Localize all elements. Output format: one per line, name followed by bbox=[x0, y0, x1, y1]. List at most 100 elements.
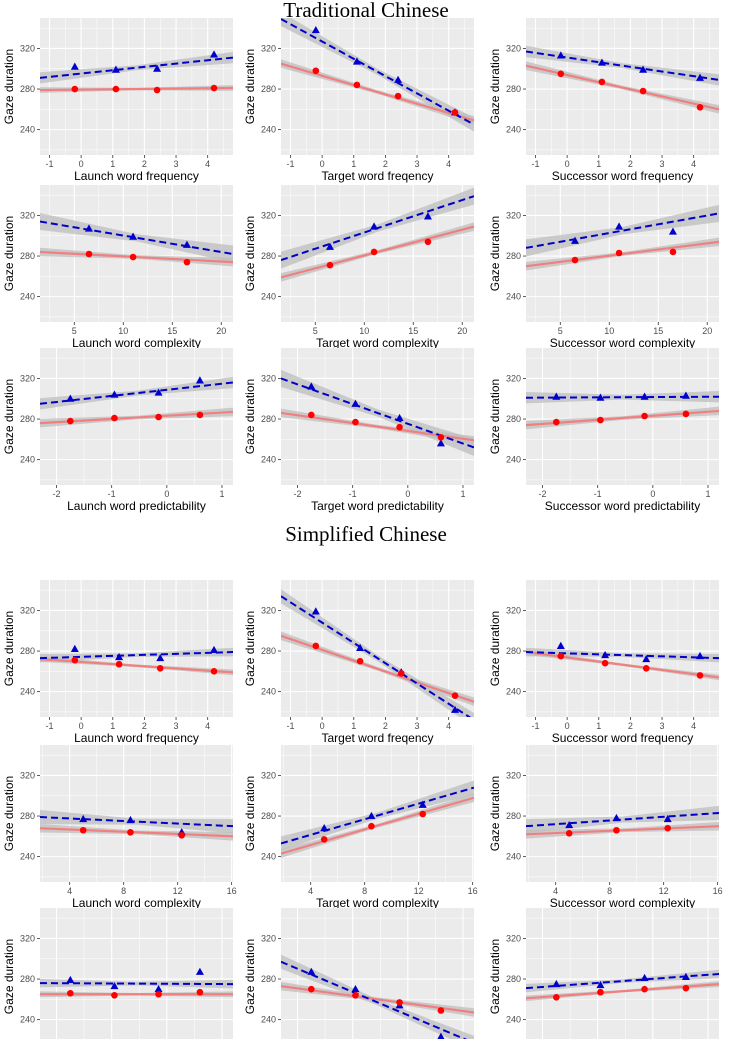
x-tick-label: 1 bbox=[219, 489, 224, 499]
y-tick-label: 240 bbox=[506, 455, 521, 465]
plot-area bbox=[281, 954, 474, 1039]
series-1-triangle-point bbox=[153, 64, 162, 72]
y-tick-label: 320 bbox=[261, 770, 276, 780]
plot-area bbox=[40, 50, 233, 94]
y-tick-label: 280 bbox=[20, 974, 35, 984]
series-1-triangle-point bbox=[79, 814, 88, 823]
series-1-triangle-point bbox=[307, 382, 316, 390]
series-1-triangle-point bbox=[681, 972, 690, 981]
panel-13: 4 8 12 16 240 280 320 Launch word complexity Gaz… bbox=[2, 745, 237, 910]
series-2-circle-point bbox=[153, 86, 161, 94]
series-2-fit-line bbox=[281, 62, 474, 122]
series-2-circle-point bbox=[394, 92, 402, 100]
series-1-triangle-point bbox=[552, 392, 561, 400]
x-tick-label: 12 bbox=[659, 886, 669, 896]
series-1-confidence-band bbox=[40, 213, 233, 263]
x-tick-label: 10 bbox=[604, 326, 614, 336]
y-tick-label: 280 bbox=[20, 646, 35, 656]
plot-area bbox=[526, 204, 719, 271]
x-axis-label: Launch word complexity bbox=[72, 336, 201, 350]
x-tick-label: 12 bbox=[173, 886, 183, 896]
x-axis-label: Successor word complexity bbox=[550, 896, 695, 910]
series-1-triangle-point bbox=[70, 644, 79, 653]
series-2-circle-point bbox=[352, 991, 359, 999]
y-tick-label: 280 bbox=[20, 251, 35, 261]
series-1-fit-line bbox=[40, 651, 233, 660]
x-tick-label: 5 bbox=[313, 326, 318, 336]
y-tick-label: 320 bbox=[20, 373, 35, 383]
y-axis-label: Gaze duration bbox=[243, 939, 257, 1014]
x-tick-label: 15 bbox=[408, 326, 418, 336]
y-tick-label: 240 bbox=[506, 687, 521, 697]
y-axis-label: Gaze duration bbox=[243, 611, 257, 686]
y-axis-label: Gaze duration bbox=[488, 611, 502, 686]
series-1-triangle-point bbox=[437, 1032, 445, 1039]
series-1-triangle-point bbox=[395, 413, 404, 422]
series-1-fit-line bbox=[281, 786, 474, 845]
plot-area bbox=[40, 644, 233, 676]
series-1-triangle-point bbox=[351, 984, 360, 993]
series-1-triangle-point bbox=[663, 814, 672, 823]
x-tick-label: 1 bbox=[110, 721, 115, 731]
x-tick-label: 2 bbox=[142, 721, 147, 731]
panel-12: -1 0 1 2 3 4 240 280 320 Successor word frequency… bbox=[488, 580, 719, 745]
series-1-triangle-point bbox=[110, 981, 119, 990]
x-tick-label: -1 bbox=[531, 159, 539, 169]
y-tick-label: 240 bbox=[506, 1015, 521, 1025]
series-1-triangle-point bbox=[556, 641, 565, 649]
series-1-confidence-band bbox=[526, 969, 719, 993]
y-tick-label: 280 bbox=[261, 974, 276, 984]
series-1-confidence-band bbox=[281, 954, 474, 1039]
y-axis-label: Gaze duration bbox=[488, 379, 502, 454]
series-1-triangle-point bbox=[696, 651, 705, 660]
x-tick-label: 8 bbox=[607, 886, 612, 896]
y-tick-label: 240 bbox=[261, 1015, 276, 1025]
series-2-circle-point bbox=[639, 87, 647, 95]
series-1-triangle-point bbox=[156, 653, 165, 662]
series-2-circle-point bbox=[129, 253, 137, 261]
x-axis-label: Successor word complexity bbox=[550, 336, 695, 350]
series-1-triangle-point bbox=[612, 813, 621, 822]
series-2-circle-point bbox=[71, 656, 79, 664]
series-1-triangle-point bbox=[696, 73, 705, 81]
panel-2: -1 0 1 2 3 4 240 280 320 Target word freqency Gaze… bbox=[243, 18, 474, 183]
series-2-circle-point bbox=[664, 824, 672, 832]
series-1-triangle-point bbox=[552, 979, 561, 988]
x-tick-label: 2 bbox=[142, 159, 147, 169]
series-1-triangle-point bbox=[418, 800, 427, 808]
series-1-triangle-point bbox=[70, 62, 79, 70]
series-2-circle-point bbox=[368, 822, 375, 830]
series-2-circle-point bbox=[155, 990, 162, 998]
x-tick-label: 2 bbox=[628, 721, 633, 731]
x-tick-label: 5 bbox=[72, 326, 77, 336]
series-1-triangle-point bbox=[668, 227, 677, 235]
x-tick-label: -1 bbox=[349, 489, 357, 499]
x-tick-label: 3 bbox=[660, 159, 665, 169]
y-tick-label: 280 bbox=[261, 646, 276, 656]
panel-4: 5 10 15 20 240 280 320 Launch word complexity Ga… bbox=[2, 185, 233, 350]
x-axis-label: Launch word frequency bbox=[74, 169, 199, 183]
y-tick-label: 280 bbox=[506, 646, 521, 656]
y-tick-label: 240 bbox=[261, 292, 276, 302]
y-tick-label: 320 bbox=[20, 43, 35, 53]
series-1-triangle-point bbox=[210, 50, 219, 58]
series-1-triangle-point bbox=[451, 705, 460, 713]
y-tick-label: 280 bbox=[506, 974, 521, 984]
series-2-circle-point bbox=[326, 261, 334, 269]
x-axis-label: Launch word predictability bbox=[67, 499, 206, 513]
series-1-triangle-point bbox=[129, 232, 138, 240]
series-1-triangle-point bbox=[195, 967, 204, 975]
series-2-circle-point bbox=[356, 657, 364, 665]
x-tick-label: 20 bbox=[702, 326, 712, 336]
x-tick-label: 4 bbox=[67, 886, 72, 896]
y-tick-label: 240 bbox=[261, 455, 276, 465]
series-1-triangle-point bbox=[570, 236, 579, 244]
y-axis-label: Gaze duration bbox=[488, 776, 502, 851]
series-2-fit-line bbox=[40, 827, 233, 838]
series-2-circle-point bbox=[613, 826, 620, 834]
series-1-triangle-point bbox=[423, 212, 432, 220]
series-1-triangle-point bbox=[352, 57, 361, 65]
y-tick-label: 320 bbox=[506, 43, 521, 53]
